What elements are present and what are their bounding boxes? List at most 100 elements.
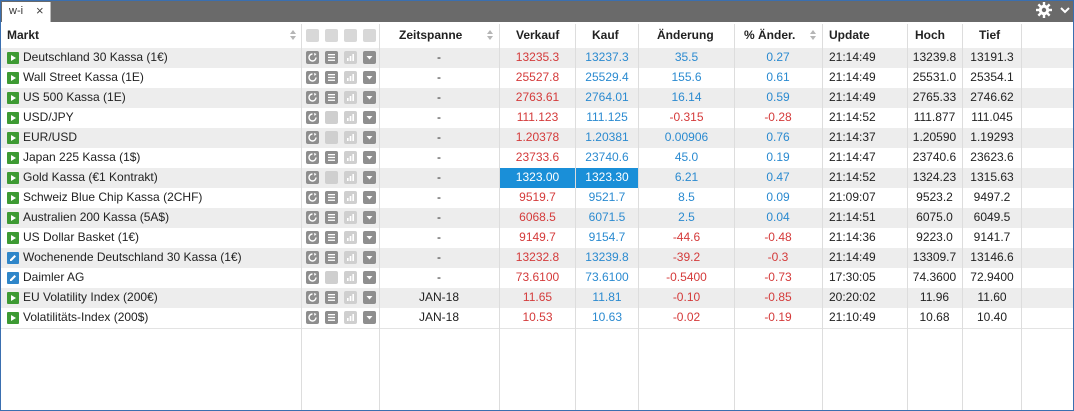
chart-icon[interactable] — [344, 91, 357, 104]
list-icon[interactable] — [325, 51, 338, 64]
buy-price[interactable]: 23740.6 — [585, 150, 629, 164]
dropdown-icon[interactable] — [363, 51, 376, 64]
list-icon[interactable] — [325, 291, 338, 304]
dropdown-icon[interactable] — [363, 271, 376, 284]
buy-price[interactable]: 6071.5 — [588, 210, 626, 224]
play-icon[interactable] — [7, 52, 19, 64]
table-row[interactable]: Wochenende Deutschland 30 Kassa (1€) - 132… — [1, 248, 1073, 269]
table-row[interactable]: US 500 Kassa (1E) - 2763.61 2764.01 16.14 0.5… — [1, 88, 1073, 109]
chart-icon[interactable] — [344, 171, 357, 184]
list-icon[interactable] — [325, 131, 338, 144]
dropdown-icon[interactable] — [363, 231, 376, 244]
market-name[interactable]: Wall Street Kassa (1E) — [23, 70, 144, 84]
sell-price[interactable]: 13235.3 — [515, 50, 560, 64]
market-name[interactable]: Japan 225 Kassa (1$) — [23, 150, 141, 164]
chart-icon[interactable] — [344, 211, 357, 224]
chart-icon[interactable] — [344, 71, 357, 84]
market-name[interactable]: Gold Kassa (€1 Kontrakt) — [23, 170, 158, 184]
buy-price[interactable]: 1.20381 — [585, 130, 629, 144]
play-icon[interactable] — [7, 292, 19, 304]
dropdown-icon[interactable] — [363, 151, 376, 164]
market-name[interactable]: US 500 Kassa (1E) — [23, 90, 126, 104]
sort-icon[interactable] — [809, 29, 817, 41]
play-icon[interactable] — [7, 72, 19, 84]
play-icon[interactable] — [7, 112, 19, 124]
refresh-icon[interactable] — [306, 251, 319, 264]
refresh-icon[interactable] — [306, 211, 319, 224]
list-icon[interactable] — [325, 251, 338, 264]
sell-price[interactable]: 23733.6 — [515, 150, 560, 164]
sell-price[interactable]: 25527.8 — [515, 70, 560, 84]
list-icon[interactable] — [325, 211, 338, 224]
dropdown-icon[interactable] — [363, 211, 376, 224]
table-row[interactable]: USD/JPY - 111.123 111.125 -0.315 -0.28 21:14:5… — [1, 108, 1073, 129]
table-row[interactable]: US Dollar Basket (1€) - 9149.7 9154.7 -44.6 -… — [1, 228, 1073, 249]
dropdown-icon[interactable] — [363, 71, 376, 84]
sort-icon[interactable] — [289, 29, 297, 41]
header-sell[interactable]: Verkauf — [516, 28, 560, 42]
market-name[interactable]: Daimler AG — [23, 270, 85, 284]
sell-price[interactable]: 10.53 — [522, 310, 553, 324]
refresh-icon[interactable] — [306, 131, 319, 144]
pencil-icon[interactable] — [7, 252, 19, 264]
buy-price[interactable]: 13239.8 — [585, 250, 629, 264]
buy-price[interactable]: 73.6100 — [585, 270, 629, 284]
play-icon[interactable] — [7, 132, 19, 144]
chart-icon[interactable] — [344, 251, 357, 264]
market-name[interactable]: US Dollar Basket (1€) — [23, 230, 140, 244]
table-row[interactable]: EU Volatility Index (200€) JAN-18 11.65 11.… — [1, 288, 1073, 309]
sell-price[interactable]: 6068.5 — [519, 210, 556, 224]
table-row[interactable]: Daimler AG - 73.6100 73.6100 -0.5400 -0.73 17:… — [1, 268, 1073, 289]
header-zeitspanne[interactable]: Zeitspanne — [399, 28, 463, 42]
list-icon[interactable] — [325, 71, 338, 84]
sell-price[interactable]: 73.6100 — [515, 270, 560, 284]
sell-price[interactable]: 2763.61 — [515, 90, 560, 104]
gear-icon[interactable] — [1035, 1, 1053, 19]
refresh-icon[interactable] — [306, 111, 319, 124]
chart-icon[interactable] — [344, 291, 357, 304]
list-icon[interactable] — [325, 91, 338, 104]
chart-icon[interactable] — [344, 51, 357, 64]
sell-price[interactable]: 1.20378 — [515, 130, 560, 144]
refresh-icon[interactable] — [306, 271, 319, 284]
table-row[interactable]: Gold Kassa (€1 Kontrakt) - 1323.00 1323.30 6… — [1, 168, 1073, 189]
market-name[interactable]: USD/JPY — [23, 110, 74, 124]
header-buy[interactable]: Kauf — [592, 28, 619, 42]
list-icon[interactable] — [325, 231, 338, 244]
list-icon[interactable] — [325, 111, 338, 124]
pencil-icon[interactable] — [7, 272, 19, 284]
play-icon[interactable] — [7, 232, 19, 244]
chart-icon[interactable] — [344, 191, 357, 204]
list-icon[interactable] — [325, 191, 338, 204]
list-icon[interactable] — [325, 151, 338, 164]
refresh-icon[interactable] — [306, 191, 319, 204]
buy-price[interactable]: 11.81 — [592, 290, 622, 304]
buy-price[interactable]: 13237.3 — [585, 50, 629, 64]
refresh-icon[interactable] — [306, 91, 319, 104]
buy-price[interactable]: 9154.7 — [588, 230, 626, 244]
dropdown-icon[interactable] — [363, 311, 376, 324]
chevron-down-icon[interactable] — [1059, 1, 1071, 19]
market-name[interactable]: Australien 200 Kassa (5A$) — [23, 210, 170, 224]
market-name[interactable]: Schweiz Blue Chip Kassa (2CHF) — [23, 190, 203, 204]
sort-icon[interactable] — [486, 29, 494, 41]
table-row[interactable]: Schweiz Blue Chip Kassa (2CHF) - 9519.7 952… — [1, 188, 1073, 209]
play-icon[interactable] — [7, 312, 19, 324]
table-row[interactable]: Wall Street Kassa (1E) - 25527.8 25529.4 155… — [1, 68, 1073, 89]
sell-price[interactable]: 111.123 — [516, 110, 559, 124]
refresh-icon[interactable] — [306, 71, 319, 84]
table-row[interactable]: Australien 200 Kassa (5A$) - 6068.5 6071.5 2… — [1, 208, 1073, 229]
dropdown-icon[interactable] — [363, 171, 376, 184]
play-icon[interactable] — [7, 212, 19, 224]
dropdown-icon[interactable] — [363, 291, 376, 304]
list-icon[interactable] — [325, 271, 338, 284]
sell-price[interactable]: 1323.00 — [500, 168, 575, 188]
dropdown-icon[interactable] — [363, 91, 376, 104]
list-icon[interactable] — [325, 311, 338, 324]
buy-price[interactable]: 1323.30 — [576, 168, 638, 188]
table-row[interactable]: Deutschland 30 Kassa (1€) - 13235.3 13237.3… — [1, 48, 1073, 69]
chart-icon[interactable] — [344, 111, 357, 124]
buy-price[interactable]: 10.63 — [591, 310, 623, 324]
refresh-icon[interactable] — [306, 171, 319, 184]
market-name[interactable]: EUR/USD — [23, 130, 78, 144]
